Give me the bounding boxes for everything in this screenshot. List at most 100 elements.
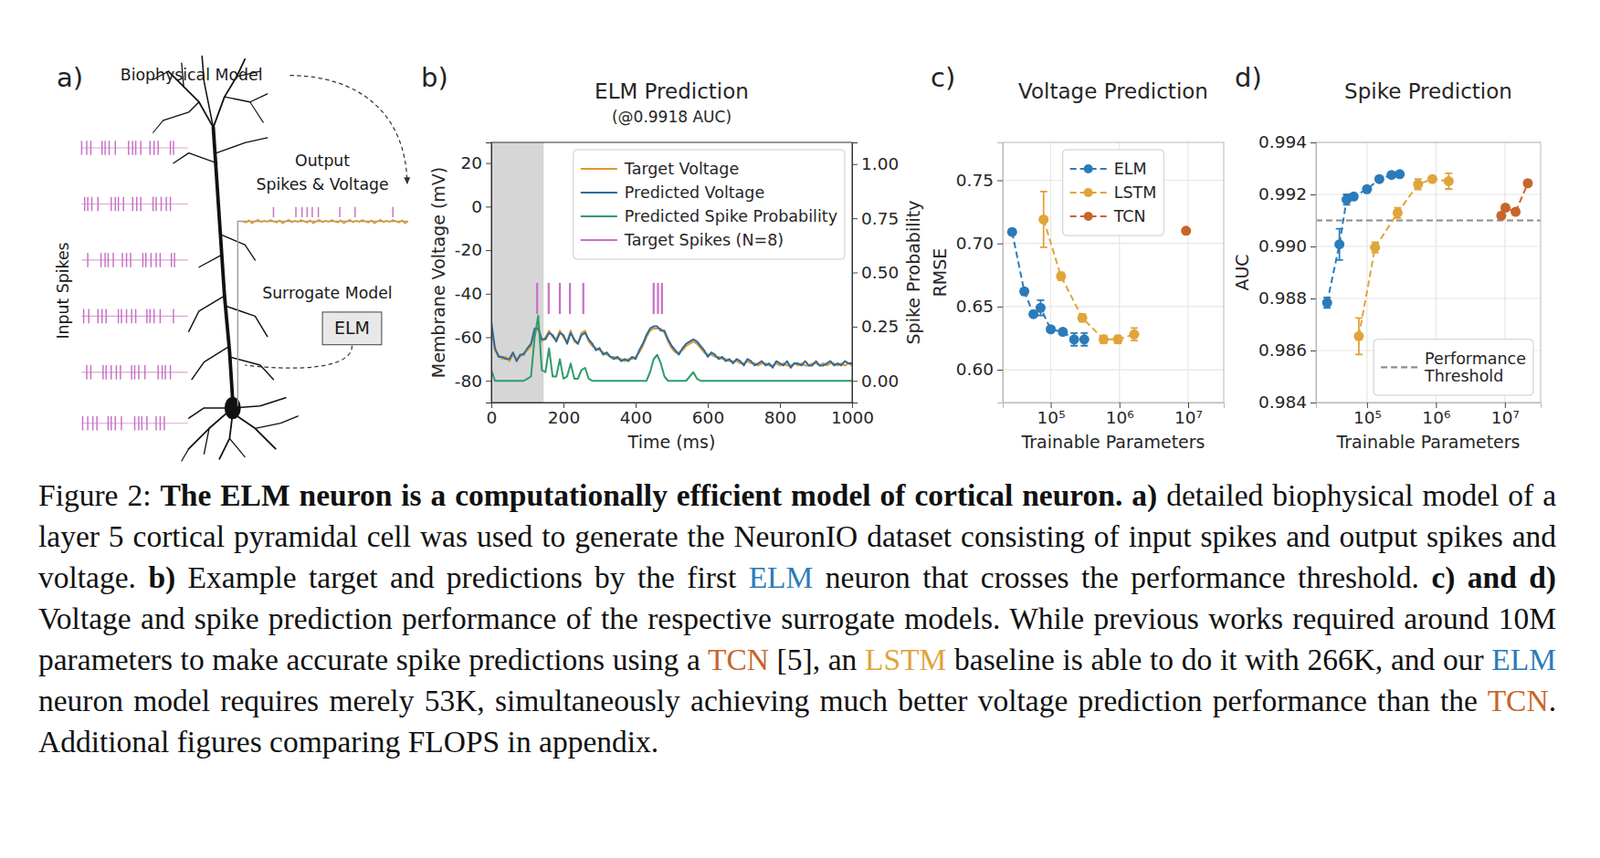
input-spike: [85, 365, 87, 380]
y2-axis-tick-label: 0.25: [861, 316, 899, 337]
input-label: Input Spikes: [53, 242, 73, 339]
point: [1128, 329, 1139, 340]
input-spike: [92, 416, 94, 432]
y-axis-tick: 0.65: [956, 296, 1003, 316]
neuron-branch: [173, 153, 218, 164]
input-spike: [149, 140, 151, 156]
input-spike: [101, 309, 103, 325]
panel-label: c): [930, 62, 956, 94]
legend-label: ELM: [1114, 159, 1148, 179]
input-spike: [84, 197, 85, 212]
input-spike: [107, 416, 109, 432]
point: [1443, 176, 1454, 187]
neuron-branch: [250, 102, 264, 123]
y-axis-tick-label: 0.75: [956, 170, 994, 190]
x-axis: 02004006008001000: [486, 402, 874, 428]
legend-symbol-line: [580, 191, 618, 194]
x-axis-title: Time (ms): [627, 431, 716, 453]
input-spike: [157, 140, 158, 156]
point: [1522, 178, 1533, 189]
caption-run: [1122, 478, 1132, 513]
y-axis-tick-label: 0.988: [1258, 288, 1307, 308]
input-spike: [120, 309, 122, 325]
input-spike: [172, 309, 174, 325]
input-spike: [87, 309, 89, 325]
input-spike: [115, 197, 116, 212]
input-spike: [81, 140, 83, 156]
neuron-branch: [224, 94, 268, 103]
legend-label-line: Target Voltage: [623, 159, 739, 179]
target-spike: [661, 283, 664, 315]
point: [1069, 334, 1080, 345]
input-spike: [127, 140, 129, 156]
neuron-branch: [189, 295, 225, 332]
x-axis-tick: 0: [486, 402, 498, 428]
y-axis-tick: 0.60: [956, 359, 1003, 379]
y-axis-line: [485, 143, 493, 404]
input-spike: [105, 309, 106, 325]
x-axis-tick: 400: [620, 402, 653, 428]
plot-area: [491, 142, 853, 403]
legend-symbol-marker: [1084, 211, 1094, 222]
y-axis-tick-label: 0: [471, 197, 483, 217]
y-axis-tick-mark: [1310, 246, 1316, 248]
legend-label-line: LSTM: [1114, 183, 1158, 202]
caption-run: neuron model requires merely 53K, simult…: [38, 684, 1488, 718]
chart: 10⁵10⁶10⁷0.600.650.700.75RMSEVoltage Pre…: [929, 79, 1225, 453]
y2-axis-tick: 0.75: [852, 209, 899, 229]
input-spike: [105, 365, 106, 380]
y2-axis-tick-mark: [852, 380, 858, 382]
input-spike: [126, 309, 127, 325]
x-axis-tick-label: 1000: [831, 408, 874, 428]
point: [1361, 184, 1372, 195]
y2-axis-tick-mark: [852, 218, 858, 220]
y-axis-tick-label: 0.984: [1258, 392, 1307, 412]
y-axis-tick-label: 0.60: [956, 359, 994, 379]
caption-run: Example target and predictions by the fi…: [175, 560, 748, 595]
point: [1500, 202, 1511, 213]
neuron-branch: [254, 416, 298, 429]
input-spike: [155, 416, 157, 432]
y-axis-tick: -60: [454, 327, 492, 348]
target-spike: [652, 283, 655, 315]
output-spike: [294, 207, 296, 218]
model-box: [322, 312, 382, 346]
x-axis-tick-mark: [1367, 402, 1369, 409]
legend: Performance Threshold: [1373, 339, 1534, 396]
output-axis: [237, 221, 409, 406]
point: [1079, 334, 1090, 345]
input-spike: [115, 416, 116, 432]
input-spike: [110, 197, 112, 212]
legend-symbol-marker: [1084, 164, 1094, 174]
input-spike: [172, 140, 174, 156]
y-axis-tick-mark: [485, 336, 492, 338]
point: [1055, 271, 1066, 282]
input-spike: [144, 365, 146, 380]
point: [1057, 326, 1068, 337]
legend-box: [1373, 339, 1534, 396]
target-spike: [547, 283, 550, 315]
input-spike: [108, 140, 110, 156]
y-axis-tick: 0.984: [1258, 392, 1316, 412]
surrogate-label: Surrogate Model: [262, 284, 393, 303]
legend-label: TCN: [1113, 207, 1147, 226]
caption: Figure 2: The ELM neuron is a computatio…: [38, 474, 1557, 763]
point: [1334, 239, 1345, 250]
chart-title: Spike Prediction: [1344, 79, 1513, 104]
neuron-branch: [203, 428, 210, 454]
input-spike: [169, 197, 171, 212]
x-axis-title: Trainable Parameters: [1335, 431, 1520, 453]
y-axis-tick-label: 0.994: [1258, 132, 1307, 152]
point: [1180, 225, 1191, 236]
point: [1348, 191, 1359, 202]
x-axis-tick-label: 400: [620, 408, 653, 428]
x-axis-tick: 200: [547, 402, 580, 428]
input-spike: [130, 309, 132, 325]
y2-axis-tick-label: 1.00: [861, 154, 899, 174]
input-spike: [129, 252, 131, 268]
input-spike: [159, 252, 161, 268]
legend-symbol-line: [580, 168, 618, 170]
y-axis-tick-label: 0.70: [956, 233, 994, 253]
caption-run: b): [147, 560, 176, 595]
legend: Target VoltagePredicted VoltagePredicted…: [573, 149, 845, 260]
